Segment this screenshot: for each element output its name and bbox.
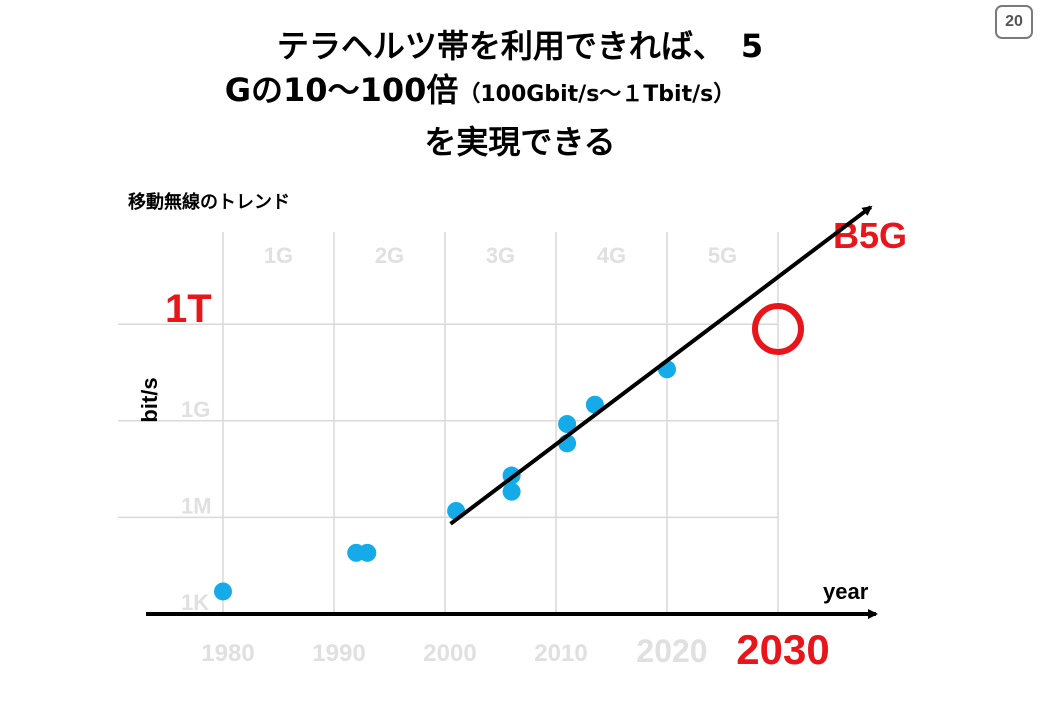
data-point [502, 482, 521, 501]
title-line-3: を実現できる [424, 123, 616, 161]
generation-label: 4G [597, 243, 626, 268]
chart-labels: 移動無線のトレンド 1G 2G 3G 4G 5G 1K 1M 1G 1T bit/s 1980 1990… [128, 191, 907, 673]
chart-marks [146, 205, 878, 619]
slide-title: テラヘルツ帯を利用できれば、 5 Gの10〜100倍（100Gbit/s〜１Tb… [0, 22, 1040, 169]
y-tick-label: 1K [181, 590, 209, 615]
chart-grid [118, 232, 779, 614]
y-tick-label: 1M [181, 494, 212, 519]
x-tick-label: 2020 [636, 633, 707, 669]
page-number: 20 [995, 5, 1033, 39]
data-point [558, 415, 577, 434]
x-tick-label: 1990 [312, 640, 365, 667]
x-axis-label: year [823, 579, 869, 604]
generation-label: 5G [708, 243, 737, 268]
data-point [358, 543, 377, 562]
generation-label: 1G [264, 243, 293, 268]
title-line-1: テラヘルツ帯を利用できれば、 5 [276, 27, 764, 65]
title-line-2-main: Gの10〜100倍 [224, 71, 459, 109]
target-circle [752, 303, 804, 355]
trend-label: B5G [833, 215, 907, 256]
x-tick-label: 1980 [201, 640, 254, 667]
title-line-2: Gの10〜100倍（100Gbit/s〜１Tbit/s） [0, 70, 1040, 115]
chart-title: 移動無線のトレンド [128, 191, 290, 213]
generation-label: 2G [375, 243, 404, 268]
x-highlight-tick: 2030 [736, 626, 829, 673]
y-tick-label: 1G [181, 397, 210, 422]
title-line-2-sub: （100Gbit/s〜１Tbit/s） [458, 82, 736, 107]
generation-label: 3G [486, 243, 515, 268]
trend-arrow [449, 205, 873, 526]
y-axis-label: bit/s [137, 377, 162, 422]
y-highlight-tick: 1T [165, 287, 212, 331]
x-tick-label: 2010 [534, 640, 587, 667]
data-point [214, 582, 232, 601]
x-tick-label: 2000 [423, 640, 476, 667]
